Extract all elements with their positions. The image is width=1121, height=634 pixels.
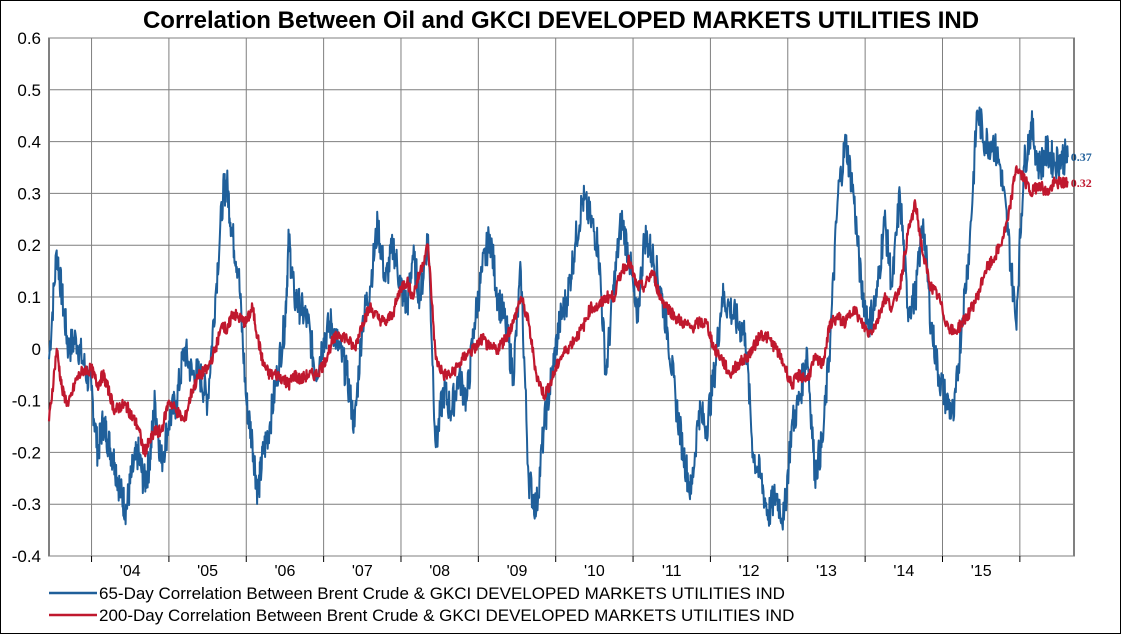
x-tick-label: '06 bbox=[275, 563, 296, 580]
series-end-label: 0.37 bbox=[1071, 150, 1092, 164]
y-tick-label: 0.4 bbox=[17, 133, 41, 152]
y-tick-label: -0.2 bbox=[12, 443, 41, 462]
y-tick-label: 0.2 bbox=[17, 236, 41, 255]
y-tick-label: 0.6 bbox=[17, 29, 41, 48]
x-tick-label: '12 bbox=[739, 563, 760, 580]
grid-lines bbox=[48, 37, 1075, 562]
legend: 65-Day Correlation Between Brent Crude &… bbox=[49, 584, 794, 625]
y-tick-label: 0.1 bbox=[17, 288, 41, 307]
chart-title: Correlation Between Oil and GKCI DEVELOP… bbox=[143, 7, 979, 34]
y-tick-label: 0 bbox=[32, 340, 41, 359]
x-tick-label: '11 bbox=[662, 563, 682, 580]
x-tick-label: '04 bbox=[120, 563, 141, 580]
y-tick-label: -0.4 bbox=[12, 547, 41, 566]
series-line-200day bbox=[47, 165, 1069, 458]
x-tick-label: '09 bbox=[507, 563, 528, 580]
series-line-65day bbox=[48, 106, 1069, 531]
y-tick-label: -0.3 bbox=[12, 495, 41, 514]
x-tick-label: '08 bbox=[429, 563, 450, 580]
series-end-label: 0.32 bbox=[1071, 176, 1092, 190]
x-axis: '04 '05 '06 '07 '08 '09 '10 '11 '12 '13 '14 '15 bbox=[120, 563, 992, 580]
y-axis: 0.6 0.5 0.4 0.3 0.2 0.1 0 -0.1 -0.2 -0.3 -0.4 bbox=[12, 29, 41, 566]
x-tick-label: '14 bbox=[893, 563, 914, 580]
x-tick-label: '05 bbox=[197, 563, 218, 580]
y-tick-label: 0.5 bbox=[17, 81, 41, 100]
series-layer: 0.37 0.32 bbox=[47, 106, 1092, 531]
legend-label: 200-Day Correlation Between Brent Crude … bbox=[99, 606, 794, 625]
legend-label: 65-Day Correlation Between Brent Crude &… bbox=[99, 584, 785, 603]
x-tick-label: '10 bbox=[584, 563, 605, 580]
y-tick-label: 0.3 bbox=[17, 184, 41, 203]
y-tick-label: -0.1 bbox=[12, 392, 41, 411]
x-tick-label: '13 bbox=[816, 563, 837, 580]
x-tick-label: '15 bbox=[971, 563, 992, 580]
x-tick-label: '07 bbox=[352, 563, 373, 580]
